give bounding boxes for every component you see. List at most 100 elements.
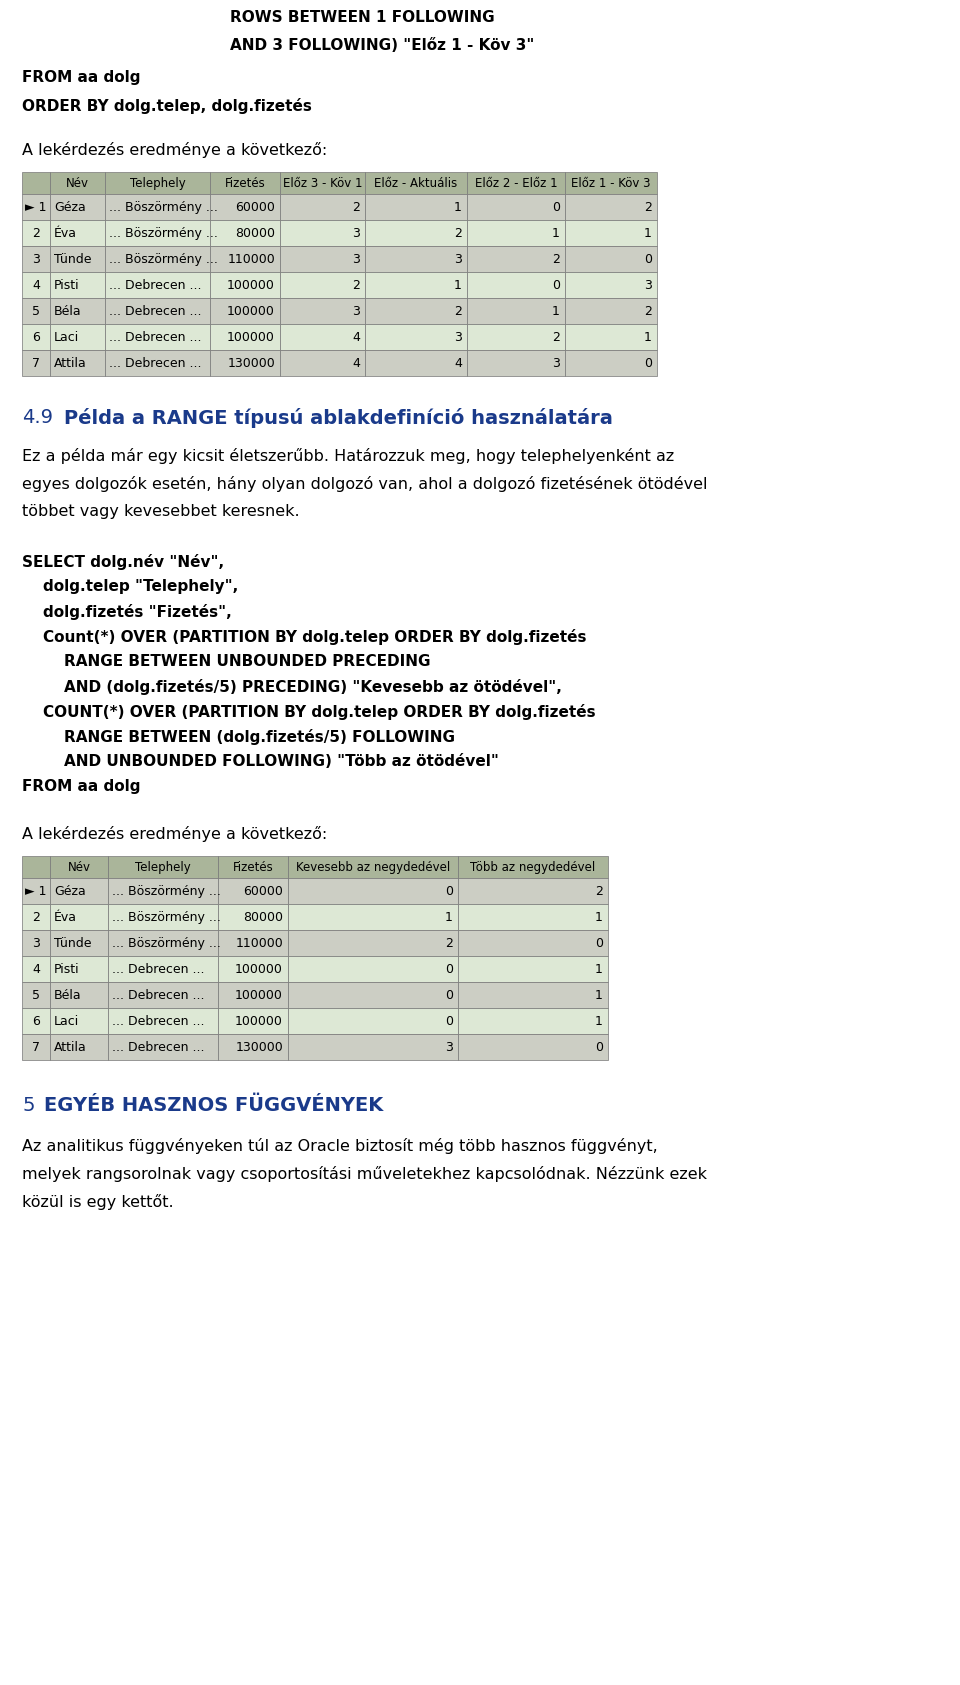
Bar — [50, 246, 105, 271]
Bar — [565, 221, 657, 246]
Bar — [288, 955, 458, 982]
Text: 130000: 130000 — [235, 1041, 283, 1053]
Bar — [467, 324, 565, 350]
Bar — [210, 221, 280, 246]
Text: 100000: 100000 — [235, 962, 283, 976]
Bar — [288, 982, 458, 1008]
Bar — [565, 324, 657, 350]
Bar — [22, 1035, 50, 1060]
Text: ... Debrecen ...: ... Debrecen ... — [112, 989, 204, 1001]
Bar — [210, 246, 280, 271]
Text: 100000: 100000 — [235, 989, 283, 1001]
Bar — [288, 1008, 458, 1035]
Bar — [105, 298, 210, 324]
Bar — [458, 1008, 608, 1035]
Text: 4.9: 4.9 — [22, 408, 53, 426]
Bar — [50, 982, 108, 1008]
Text: Név: Név — [67, 861, 90, 873]
Bar — [22, 271, 50, 298]
Text: 130000: 130000 — [228, 357, 275, 369]
Text: 4: 4 — [454, 357, 462, 369]
Bar — [467, 298, 565, 324]
Bar — [50, 324, 105, 350]
Text: Éva: Éva — [54, 910, 77, 923]
Bar — [458, 903, 608, 930]
Text: 0: 0 — [595, 1041, 603, 1053]
Text: 4: 4 — [352, 330, 360, 344]
Text: 100000: 100000 — [228, 305, 275, 317]
Text: dolg.telep "Telephely",: dolg.telep "Telephely", — [22, 580, 238, 595]
Bar — [108, 1008, 218, 1035]
Bar — [288, 878, 458, 903]
Bar — [108, 856, 218, 878]
Text: 0: 0 — [445, 885, 453, 898]
Bar — [22, 982, 50, 1008]
Text: 0: 0 — [445, 962, 453, 976]
Bar — [50, 350, 105, 376]
Bar — [280, 324, 365, 350]
Text: Fizetés: Fizetés — [225, 177, 265, 189]
Text: 110000: 110000 — [235, 937, 283, 950]
Bar — [210, 350, 280, 376]
Text: 2: 2 — [32, 910, 40, 923]
Bar — [108, 878, 218, 903]
Bar — [22, 298, 50, 324]
Bar — [22, 903, 50, 930]
Text: 5: 5 — [32, 989, 40, 1001]
Text: Telephely: Telephely — [130, 177, 185, 189]
Bar — [365, 324, 467, 350]
Text: 3: 3 — [644, 278, 652, 292]
Text: Pisti: Pisti — [54, 962, 80, 976]
Text: 1: 1 — [595, 1014, 603, 1028]
Text: 1: 1 — [595, 989, 603, 1001]
Bar — [565, 350, 657, 376]
Text: ... Debrecen ...: ... Debrecen ... — [109, 357, 202, 369]
Text: ROWS BETWEEN 1 FOLLOWING: ROWS BETWEEN 1 FOLLOWING — [230, 10, 494, 25]
Bar — [218, 903, 288, 930]
Text: 2: 2 — [644, 201, 652, 214]
Bar — [467, 172, 565, 194]
Text: 2: 2 — [595, 885, 603, 898]
Text: ... Böszörmény ...: ... Böszörmény ... — [109, 226, 218, 239]
Text: ... Böszörmény ...: ... Böszörmény ... — [109, 201, 218, 214]
Bar — [218, 878, 288, 903]
Bar — [210, 271, 280, 298]
Bar — [50, 955, 108, 982]
Text: Az analitikus függvényeken túl az Oracle biztosít még több hasznos függvényt,: Az analitikus függvényeken túl az Oracle… — [22, 1137, 658, 1154]
Text: ORDER BY dolg.telep, dolg.fizetés: ORDER BY dolg.telep, dolg.fizetés — [22, 98, 312, 115]
Text: Laci: Laci — [54, 330, 80, 344]
Text: 6: 6 — [32, 1014, 40, 1028]
Text: ► 1: ► 1 — [25, 201, 47, 214]
Text: Kevesebb az negydedével: Kevesebb az negydedével — [296, 861, 450, 873]
Bar — [210, 172, 280, 194]
Text: COUNT(*) OVER (PARTITION BY dolg.telep ORDER BY dolg.fizetés: COUNT(*) OVER (PARTITION BY dolg.telep O… — [22, 704, 595, 719]
Text: Előz - Aktuális: Előz - Aktuális — [374, 177, 458, 189]
Bar — [365, 298, 467, 324]
Text: 2: 2 — [454, 305, 462, 317]
Bar — [105, 194, 210, 221]
Bar — [280, 221, 365, 246]
Bar — [458, 982, 608, 1008]
Bar — [288, 1035, 458, 1060]
Bar — [108, 982, 218, 1008]
Bar — [105, 350, 210, 376]
Text: 80000: 80000 — [235, 226, 275, 239]
Bar — [218, 982, 288, 1008]
Bar — [210, 298, 280, 324]
Bar — [467, 221, 565, 246]
Bar — [50, 172, 105, 194]
Bar — [365, 194, 467, 221]
Text: Éva: Éva — [54, 226, 77, 239]
Bar — [280, 298, 365, 324]
Bar — [50, 878, 108, 903]
Bar — [50, 1008, 108, 1035]
Bar — [218, 1035, 288, 1060]
Text: 0: 0 — [445, 1014, 453, 1028]
Text: 0: 0 — [552, 201, 560, 214]
Text: Tünde: Tünde — [54, 253, 91, 266]
Text: Név: Név — [66, 177, 89, 189]
Text: 1: 1 — [445, 910, 453, 923]
Bar — [22, 194, 50, 221]
Text: 1: 1 — [644, 330, 652, 344]
Text: egyes dolgozók esetén, hány olyan dolgozó van, ahol a dolgozó fizetésének ötödév: egyes dolgozók esetén, hány olyan dolgoz… — [22, 475, 708, 492]
